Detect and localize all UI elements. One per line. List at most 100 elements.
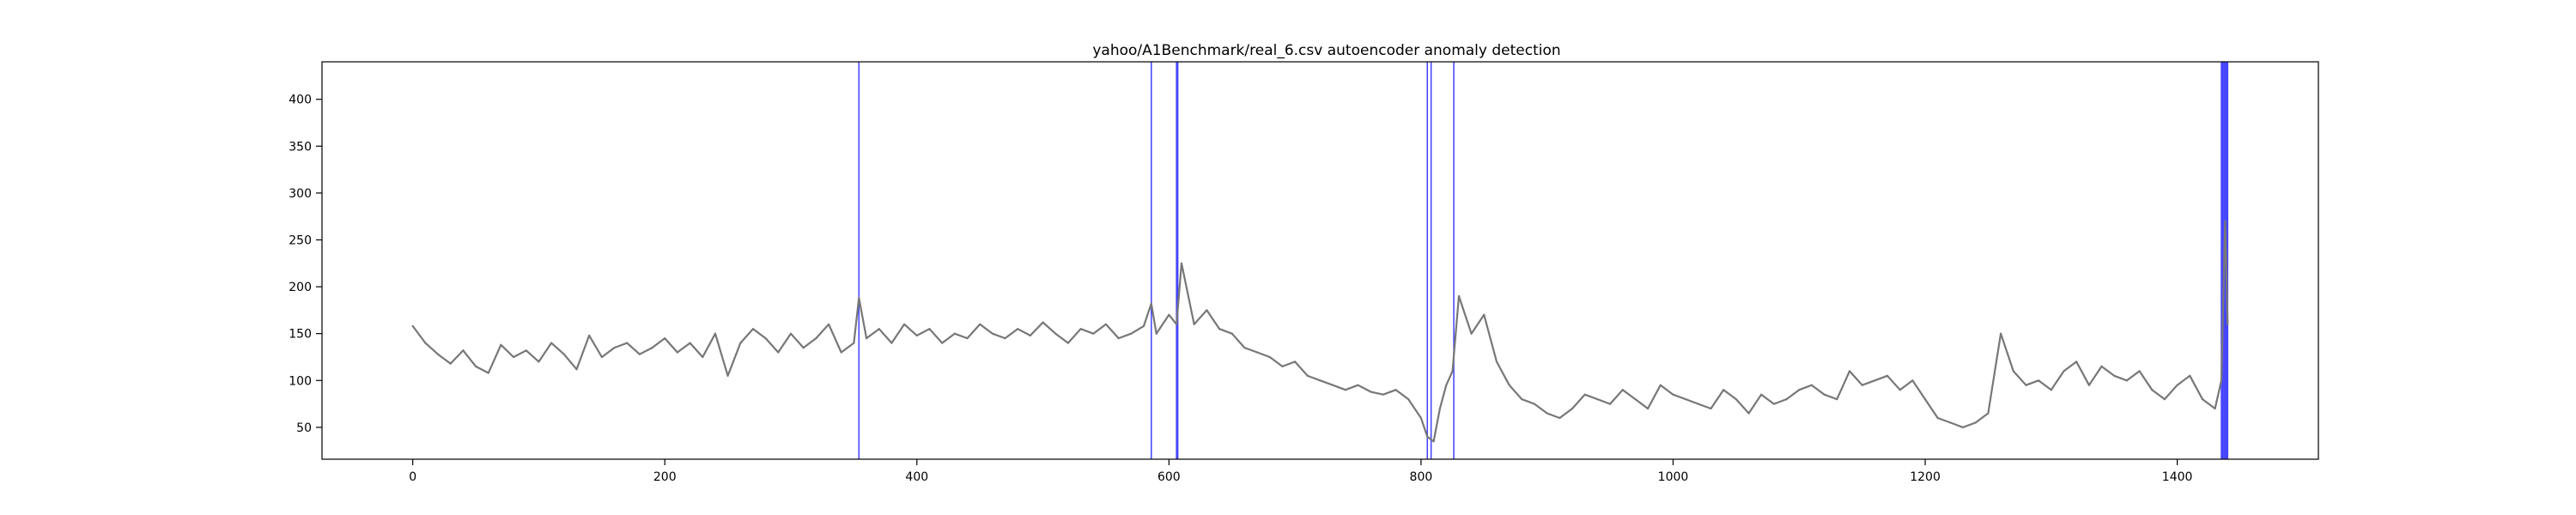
data-point [1886, 374, 1889, 377]
data-point [1936, 416, 1939, 420]
data-point [1609, 403, 1612, 405]
data-point [600, 355, 604, 359]
data-point [664, 337, 666, 340]
data-point [1104, 323, 1108, 325]
data-point [2176, 384, 2178, 386]
data-point [1193, 323, 1195, 325]
data-point [702, 355, 704, 359]
data-point [2113, 374, 2116, 377]
data-point [1142, 324, 1145, 327]
data-point [2214, 407, 2216, 410]
data-point [1155, 332, 1157, 335]
data-point [1923, 398, 1927, 401]
data-point [1054, 332, 1057, 335]
data-point [1747, 412, 1750, 415]
data-point [1685, 398, 1687, 401]
data-point [1735, 398, 1737, 401]
data-point [815, 337, 817, 340]
data-point [777, 351, 780, 354]
data-point [638, 353, 641, 355]
data-point [1319, 379, 1321, 382]
data-point [2151, 389, 2154, 391]
data-point [1066, 342, 1069, 344]
y-tick-label: 50 [296, 421, 312, 435]
data-point [2063, 370, 2065, 373]
data-point [562, 353, 565, 355]
data-point [424, 342, 427, 344]
data-point [1079, 328, 1082, 330]
data-point [2163, 398, 2166, 401]
data-point [903, 323, 906, 325]
data-point [1911, 379, 1914, 382]
data-point [840, 351, 842, 354]
data-point [1810, 384, 1813, 386]
data-point [411, 324, 414, 327]
data-point [2050, 389, 2052, 391]
data-point [1004, 337, 1006, 340]
data-point [1874, 379, 1876, 382]
data-point [2189, 374, 2191, 377]
x-axis: 0 200 400 600 800 1000 1200 1400 [409, 459, 2192, 484]
data-point [1370, 391, 1372, 393]
data-point [689, 342, 691, 344]
data-point [1533, 403, 1536, 405]
y-tick-label: 100 [289, 374, 312, 388]
data-point [626, 342, 629, 344]
x-tick-label: 600 [1157, 470, 1181, 484]
data-point [1117, 337, 1120, 340]
data-point [1659, 384, 1662, 386]
data-point [1722, 389, 1725, 391]
data-point [1495, 360, 1498, 363]
data-point [2075, 360, 2078, 363]
x-tick-label: 1200 [1910, 470, 1941, 484]
data-point [651, 347, 653, 349]
data-point [1419, 416, 1422, 420]
x-tick-label: 400 [905, 470, 928, 484]
data-point [1176, 323, 1178, 325]
data-point [890, 342, 893, 344]
data-point [1438, 407, 1441, 410]
data-point [1508, 384, 1510, 386]
data-point [676, 351, 679, 354]
data-point [714, 332, 717, 335]
data-point [1647, 407, 1649, 410]
data-point [1445, 384, 1448, 386]
data-point [739, 342, 742, 344]
y-tick-label: 400 [289, 94, 312, 107]
y-tick-label: 200 [289, 281, 312, 294]
data-point [1268, 355, 1271, 359]
data-point [2224, 220, 2227, 222]
data-point [1558, 416, 1561, 420]
data-point [1987, 412, 1990, 415]
data-point [2220, 379, 2223, 382]
data-point [2100, 365, 2103, 367]
data-point [764, 337, 767, 340]
x-tick-label: 0 [409, 470, 416, 484]
data-point [1697, 403, 1699, 405]
data-point [538, 360, 540, 363]
data-point [953, 332, 956, 335]
data-point [525, 349, 527, 352]
data-point [991, 332, 993, 335]
data-point [513, 355, 515, 359]
data-point [2138, 370, 2141, 373]
data-point [1785, 398, 1788, 401]
y-tick-label: 250 [289, 233, 312, 247]
y-tick-label: 150 [289, 328, 312, 342]
data-point [1168, 313, 1170, 316]
data-point [928, 328, 931, 330]
data-point [487, 372, 489, 374]
x-tick-label: 1400 [2162, 470, 2193, 484]
data-point [1394, 389, 1397, 391]
x-tick-label: 800 [1410, 470, 1433, 484]
data-point [588, 334, 591, 336]
data-point [1521, 398, 1523, 401]
data-point [1546, 412, 1548, 415]
data-point [2025, 384, 2027, 386]
data-point [613, 347, 616, 349]
data-point [1571, 407, 1574, 410]
y-axis: 50 100 150 200 250 300 350 400 [289, 94, 322, 435]
data-point [878, 328, 880, 330]
